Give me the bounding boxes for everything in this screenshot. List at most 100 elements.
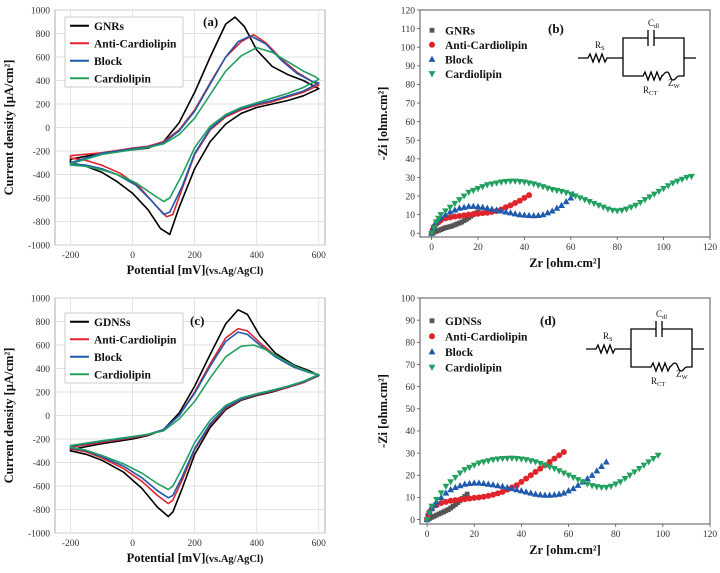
data-point bbox=[475, 494, 482, 501]
legend-label: Cardiolipin bbox=[445, 69, 502, 81]
data-point bbox=[428, 230, 435, 237]
data-point bbox=[466, 495, 473, 502]
data-point bbox=[623, 206, 630, 213]
data-point bbox=[460, 193, 468, 200]
data-point bbox=[447, 214, 454, 221]
data-point bbox=[437, 212, 445, 219]
data-point bbox=[669, 180, 677, 187]
y-axis-label: -Zi [ohm.cm²] bbox=[376, 87, 390, 161]
x-tick-label: 40 bbox=[517, 530, 527, 540]
y-tick-label: 10 bbox=[406, 494, 416, 504]
data-point bbox=[497, 207, 505, 214]
data-point bbox=[576, 195, 584, 202]
data-point bbox=[433, 497, 440, 504]
data-point bbox=[546, 458, 553, 465]
panel-d: 0 10 20 30 40 50 60 70 80 90 100 0 20 40 60 80 100 120 Zr … bbox=[376, 294, 717, 557]
x-axis-label: Zr [ohm.cm²] bbox=[529, 543, 601, 557]
data-point bbox=[471, 494, 478, 501]
data-point bbox=[553, 204, 561, 211]
data-point bbox=[464, 491, 470, 497]
data-point bbox=[499, 482, 506, 489]
legend-label: Block bbox=[94, 56, 123, 68]
data-point bbox=[654, 452, 662, 459]
data-point bbox=[513, 486, 521, 493]
x-tick-label: -200 bbox=[62, 539, 80, 549]
x-tick-label: 0 bbox=[429, 243, 434, 253]
x-tick-label: 20 bbox=[469, 530, 479, 540]
data-point bbox=[558, 201, 565, 208]
series-cardiolipin bbox=[428, 173, 695, 237]
data-point bbox=[517, 456, 525, 463]
y-tick-label: 20 bbox=[406, 192, 416, 202]
data-point bbox=[553, 187, 561, 195]
x-tick-label: 60 bbox=[566, 243, 576, 253]
x-tick-label: 200 bbox=[188, 251, 203, 261]
legend-marker bbox=[428, 71, 436, 78]
data-point bbox=[627, 204, 635, 211]
y-tick-label: 0 bbox=[45, 412, 50, 422]
data-point bbox=[426, 510, 433, 517]
y-tick-label: -400 bbox=[33, 171, 51, 181]
data-point bbox=[522, 457, 530, 464]
data-point bbox=[598, 484, 605, 492]
data-point bbox=[688, 173, 695, 181]
y-tick-label: 100 bbox=[401, 44, 416, 54]
data-point bbox=[488, 181, 496, 188]
y-tick-label: 70 bbox=[406, 99, 416, 109]
data-point bbox=[635, 466, 643, 473]
data-point bbox=[527, 458, 535, 465]
panel-label: (d) bbox=[540, 313, 556, 328]
data-point bbox=[466, 479, 473, 487]
legend-label: Anti-Cardiolipin bbox=[94, 38, 177, 50]
y-tick-label: 110 bbox=[401, 25, 415, 35]
data-point bbox=[493, 206, 500, 213]
legend-label: Anti-Cardiolipin bbox=[445, 40, 528, 52]
legend-label: GDNSs bbox=[94, 317, 131, 329]
data-point bbox=[546, 464, 554, 471]
data-point bbox=[585, 199, 593, 206]
legend-label: GDNSs bbox=[445, 316, 482, 328]
data-point bbox=[640, 462, 648, 469]
rs-label: RS bbox=[603, 331, 613, 343]
data-point bbox=[499, 456, 506, 463]
data-point bbox=[526, 192, 533, 199]
data-point bbox=[470, 479, 478, 486]
data-point bbox=[511, 210, 519, 217]
legend: GNRs Anti-Cardiolipin Block Cardiolipin bbox=[428, 25, 528, 81]
y-tick-label: 40 bbox=[406, 155, 416, 165]
data-point bbox=[451, 206, 459, 213]
legend-marker bbox=[429, 333, 435, 340]
data-point bbox=[646, 194, 654, 201]
data-point bbox=[451, 483, 459, 491]
data-point bbox=[560, 489, 568, 496]
data-point bbox=[550, 466, 558, 473]
y-axis-label: -Zi [ohm.cm²] bbox=[376, 374, 390, 448]
data-point bbox=[581, 197, 589, 204]
x-tick-label: 0 bbox=[425, 530, 430, 540]
data-point bbox=[451, 200, 459, 208]
data-point bbox=[602, 458, 610, 465]
data-point bbox=[502, 178, 510, 186]
data-point bbox=[447, 486, 455, 493]
data-point bbox=[516, 211, 524, 218]
data-point bbox=[461, 467, 469, 474]
y-tick-label: 60 bbox=[406, 118, 416, 128]
x-tick-label: 600 bbox=[312, 251, 327, 261]
x-axis-label: Potential [mV](vs.Ag/AgCl) bbox=[127, 551, 264, 565]
data-point bbox=[437, 490, 445, 497]
data-point bbox=[602, 484, 610, 492]
cv-curve bbox=[69, 344, 320, 491]
data-point bbox=[461, 496, 468, 503]
legend-marker bbox=[428, 55, 436, 62]
cv-curve bbox=[69, 46, 320, 203]
x-tick-label: 200 bbox=[188, 539, 203, 549]
plot-frame bbox=[419, 297, 711, 525]
data-point bbox=[532, 468, 539, 475]
legend: GDNSs Anti-Cardiolipin Block Cardiolipin bbox=[64, 312, 184, 384]
data-point bbox=[432, 219, 440, 226]
y-tick-label: 50 bbox=[406, 137, 416, 147]
data-point bbox=[430, 225, 438, 232]
